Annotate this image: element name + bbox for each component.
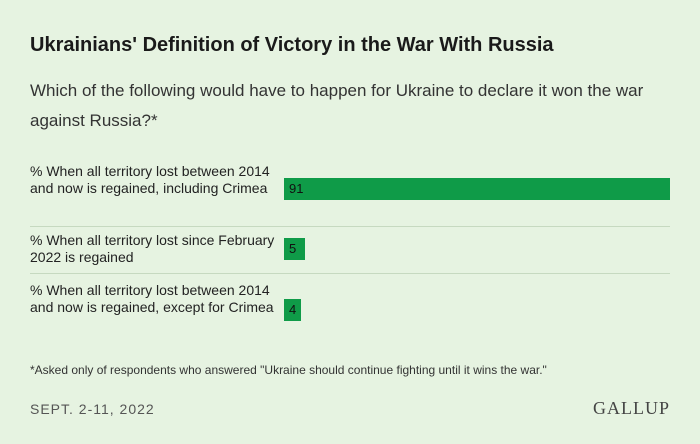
chart-title: Ukrainians' Definition of Victory in the… — [30, 34, 554, 56]
bar — [284, 178, 670, 200]
chart-row: % When all territory lost between 2014 a… — [30, 163, 670, 216]
bar-track: 91 — [284, 178, 670, 200]
row-divider — [30, 226, 670, 227]
category-label: % When all territory lost between 2014 a… — [30, 282, 274, 315]
data-label: 4 — [289, 302, 297, 317]
survey-date: SEPT. 2-11, 2022 — [30, 401, 155, 417]
bar — [284, 238, 306, 260]
gallup-logo: GALLUP — [593, 398, 670, 418]
data-label: 91 — [289, 181, 304, 196]
chart-row: % When all territory lost since February… — [30, 232, 670, 268]
data-label: 5 — [289, 241, 297, 256]
chart-row: % When all territory lost between 2014 a… — [30, 282, 670, 338]
category-label: % When all territory lost between 2014 a… — [30, 163, 270, 196]
chart-subtitle: Which of the following would have to hap… — [30, 81, 644, 130]
bar-track: 5 — [284, 238, 670, 260]
row-divider — [30, 273, 670, 274]
category-label: % When all territory lost since February… — [30, 232, 275, 265]
footnote: *Asked only of respondents who answered … — [30, 363, 547, 377]
bar-track: 4 — [284, 299, 670, 321]
bar — [284, 299, 301, 321]
